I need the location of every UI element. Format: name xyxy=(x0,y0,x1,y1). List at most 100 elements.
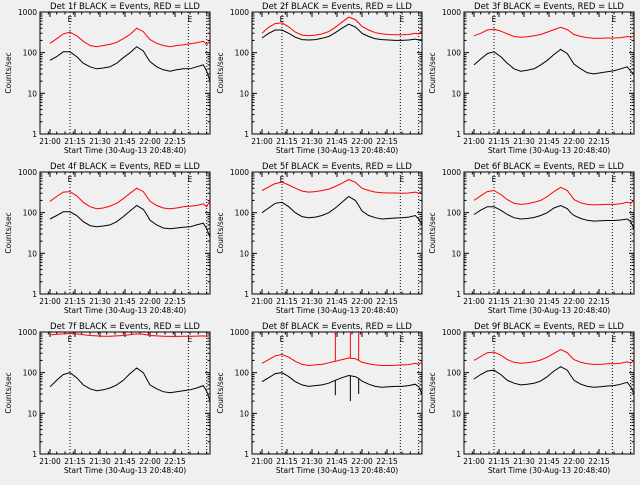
x-tick-label: 21:45 xyxy=(114,297,136,306)
flag-marker: E xyxy=(612,175,617,184)
flag-marker: E xyxy=(400,175,405,184)
lld-series-line xyxy=(473,26,635,39)
y-axis-label: Counts/sec xyxy=(4,212,13,253)
y-axis-label: Counts/sec xyxy=(4,372,13,413)
y-tick-label: 1 xyxy=(32,450,37,459)
x-tick-label: 21:30 xyxy=(513,297,535,306)
y-tick-label: 1 xyxy=(244,450,249,459)
x-tick-label: 22:00 xyxy=(139,457,161,466)
plot-frame xyxy=(39,11,211,135)
panel-title: Det 3f BLACK = Events, RED = LLD xyxy=(474,2,624,12)
x-axis-label: Start Time (30-Aug-13 20:48:40) xyxy=(64,146,186,155)
x-tick-label: 21:45 xyxy=(538,137,560,146)
y-tick-label: 10 xyxy=(239,409,249,418)
y-axis-label: Counts/sec xyxy=(4,52,13,93)
x-tick-label: 21:30 xyxy=(513,457,535,466)
plot-frame xyxy=(463,331,635,455)
y-tick-label: 10 xyxy=(451,409,461,418)
x-axis-label: Start Time (30-Aug-13 20:48:40) xyxy=(64,466,186,475)
y-axis-label: Counts/sec xyxy=(216,52,225,93)
y-tick-label: 1000 xyxy=(230,8,249,17)
y-axis-label: Counts/sec xyxy=(216,372,225,413)
x-tick-label: 21:30 xyxy=(89,297,111,306)
events-series-line xyxy=(49,46,211,82)
x-tick-label: 21:15 xyxy=(64,457,86,466)
y-axis-label: Counts/sec xyxy=(216,212,225,253)
x-tick-label: 21:15 xyxy=(488,297,510,306)
flag-marker: E xyxy=(188,15,193,24)
flag-marker: E xyxy=(188,175,193,184)
x-tick-label: 21:00 xyxy=(251,137,273,146)
events-series-line xyxy=(49,367,211,402)
flag-marker: E xyxy=(68,175,73,184)
flag-marker: E xyxy=(68,15,73,24)
y-tick-label: 1000 xyxy=(230,168,249,177)
x-tick-label: 21:00 xyxy=(463,137,485,146)
y-axis-label: Counts/sec xyxy=(428,212,437,253)
x-tick-label: 22:00 xyxy=(351,457,373,466)
plot-frame xyxy=(39,331,211,455)
y-tick-label: 1000 xyxy=(442,168,461,177)
x-tick-label: 21:15 xyxy=(64,297,86,306)
flag-marker: E xyxy=(492,15,497,24)
events-series-line xyxy=(473,48,635,75)
panel-title: Det 5f BLACK = Events, RED = LLD xyxy=(262,162,412,172)
x-axis-label: Start Time (30-Aug-13 20:48:40) xyxy=(488,306,610,315)
x-tick-label: 21:15 xyxy=(488,457,510,466)
y-tick-label: 1 xyxy=(456,450,461,459)
flag-marker: E xyxy=(400,335,405,344)
x-axis-label: Start Time (30-Aug-13 20:48:40) xyxy=(488,466,610,475)
x-tick-label: 22:00 xyxy=(563,137,585,146)
y-tick-label: 10 xyxy=(239,249,249,258)
x-tick-label: 21:45 xyxy=(326,457,348,466)
y-tick-label: 10 xyxy=(451,89,461,98)
plot-frame xyxy=(251,171,423,295)
x-tick-label: 22:15 xyxy=(588,137,610,146)
x-tick-label: 21:00 xyxy=(251,297,273,306)
y-tick-label: 1000 xyxy=(18,8,37,17)
x-tick-label: 22:00 xyxy=(563,457,585,466)
x-tick-label: 22:15 xyxy=(588,457,610,466)
x-tick-label: 21:15 xyxy=(276,457,298,466)
x-axis-label: Start Time (30-Aug-13 20:48:40) xyxy=(276,466,398,475)
x-tick-label: 22:15 xyxy=(376,297,398,306)
x-tick-label: 22:00 xyxy=(563,297,585,306)
y-tick-label: 100 xyxy=(23,209,38,218)
x-tick-label: 22:15 xyxy=(376,457,398,466)
y-tick-label: 1000 xyxy=(18,328,37,337)
x-tick-label: 21:30 xyxy=(89,457,111,466)
x-axis-label: Start Time (30-Aug-13 20:48:40) xyxy=(276,146,398,155)
lld-series-line xyxy=(473,186,635,206)
events-series-line xyxy=(473,366,635,395)
y-tick-label: 100 xyxy=(447,49,462,58)
y-tick-label: 100 xyxy=(235,369,250,378)
flag-marker: E xyxy=(612,335,617,344)
y-axis-label: Counts/sec xyxy=(428,372,437,413)
lld-series-line xyxy=(49,332,211,337)
y-tick-label: 10 xyxy=(27,409,37,418)
y-tick-label: 1000 xyxy=(230,328,249,337)
y-tick-label: 100 xyxy=(23,49,38,58)
x-tick-label: 22:15 xyxy=(164,137,186,146)
panel-title: Det 9f BLACK = Events, RED = LLD xyxy=(474,322,624,332)
x-tick-label: 22:15 xyxy=(164,457,186,466)
flag-marker: E xyxy=(612,15,617,24)
lld-series-line xyxy=(473,349,635,365)
lld-series-line xyxy=(261,16,423,37)
y-tick-label: 1 xyxy=(244,290,249,299)
y-tick-label: 10 xyxy=(27,249,37,258)
events-series-line xyxy=(49,204,211,238)
x-tick-label: 22:00 xyxy=(139,297,161,306)
y-tick-label: 1000 xyxy=(18,168,37,177)
y-tick-label: 1 xyxy=(244,130,249,139)
flag-marker: E xyxy=(280,175,285,184)
flag-marker: E xyxy=(492,175,497,184)
x-tick-label: 21:45 xyxy=(538,297,560,306)
x-tick-label: 22:15 xyxy=(376,137,398,146)
y-tick-label: 1 xyxy=(32,290,37,299)
x-axis-label: Start Time (30-Aug-13 20:48:40) xyxy=(64,306,186,315)
y-axis-label: Counts/sec xyxy=(428,52,437,93)
plot-frame xyxy=(463,11,635,135)
y-tick-label: 100 xyxy=(235,209,250,218)
events-series-line xyxy=(473,204,635,230)
